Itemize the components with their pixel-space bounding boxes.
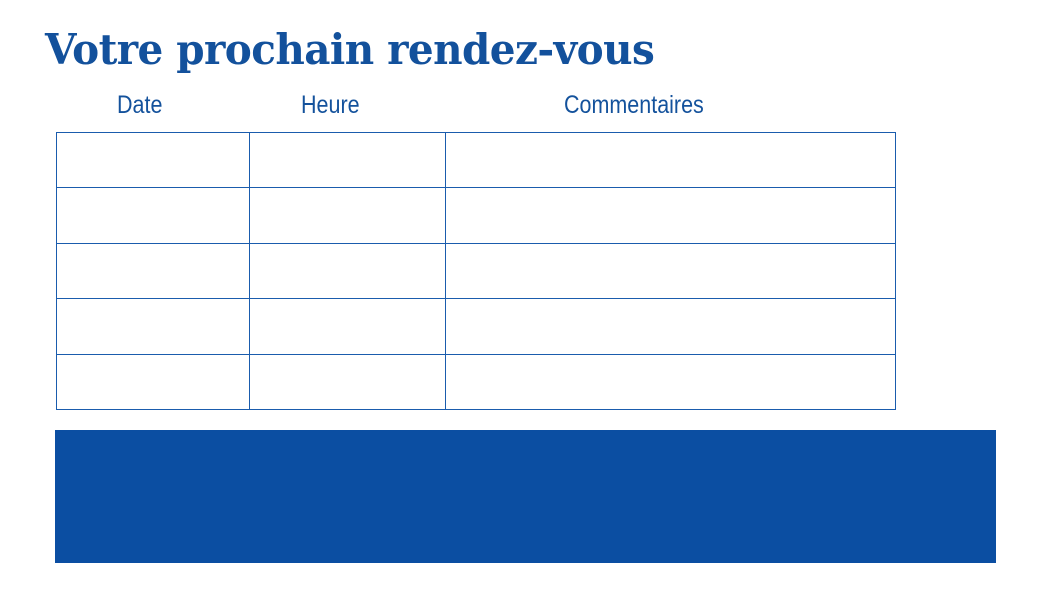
cell-commentaires[interactable]	[445, 298, 896, 355]
table-column-headers: Date Heure Commentaires	[0, 89, 1050, 121]
appointment-table	[56, 131, 896, 410]
cell-heure[interactable]	[249, 131, 446, 189]
cell-date[interactable]	[56, 242, 250, 300]
table-row	[56, 353, 896, 410]
column-header-date: Date	[117, 91, 163, 119]
bottom-blue-panel	[55, 430, 996, 563]
cell-date[interactable]	[56, 298, 250, 355]
cell-date[interactable]	[56, 187, 250, 244]
table-row	[56, 242, 896, 300]
cell-commentaires[interactable]	[445, 187, 896, 244]
cell-date[interactable]	[56, 353, 250, 410]
cell-commentaires[interactable]	[445, 131, 896, 189]
cell-heure[interactable]	[249, 242, 446, 300]
page-title: Votre prochain rendez-vous	[45, 25, 655, 74]
table-row	[56, 298, 896, 355]
cell-heure[interactable]	[249, 298, 446, 355]
table-row	[56, 131, 896, 189]
appointment-table-body	[56, 131, 896, 410]
column-header-commentaires: Commentaires	[564, 91, 704, 119]
cell-commentaires[interactable]	[445, 353, 896, 410]
cell-date[interactable]	[56, 131, 250, 189]
cell-commentaires[interactable]	[445, 242, 896, 300]
table-row	[56, 187, 896, 244]
cell-heure[interactable]	[249, 353, 446, 410]
column-header-heure: Heure	[301, 91, 360, 119]
cell-heure[interactable]	[249, 187, 446, 244]
